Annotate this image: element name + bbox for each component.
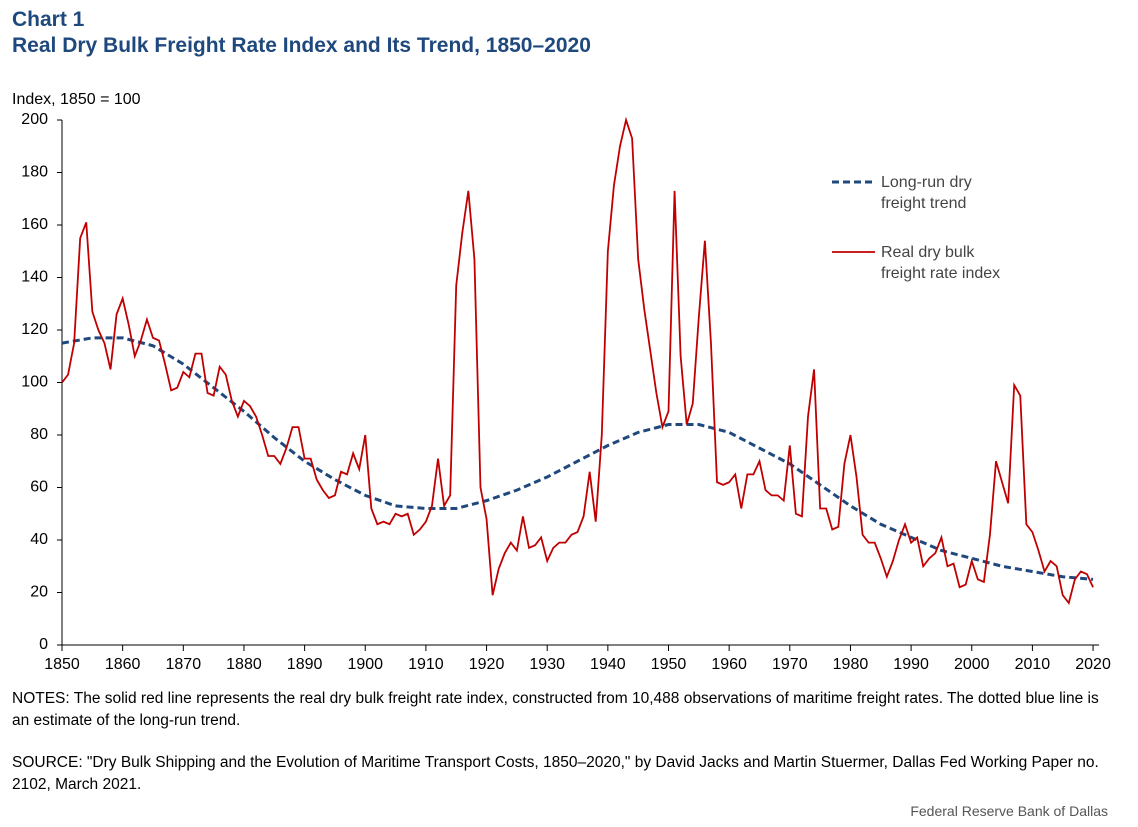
x-tick-label: 1980 xyxy=(833,656,869,673)
x-tick-label: 1890 xyxy=(287,656,323,673)
notes: NOTES: The solid red line represents the… xyxy=(12,690,1099,729)
chart-title: Chart 1 xyxy=(12,8,85,31)
legend-label: Real dry bulk freight rate index xyxy=(881,244,1001,282)
x-tick-label: 1850 xyxy=(44,656,80,673)
x-tick-label: 1870 xyxy=(166,656,202,673)
x-tick-label: 2010 xyxy=(1015,656,1051,673)
legend-label: Long-run dry freight trend xyxy=(881,174,972,212)
y-tick-label: 200 xyxy=(21,111,48,128)
x-tick-label: 1950 xyxy=(651,656,687,673)
x-tick-label: 1880 xyxy=(226,656,262,673)
y-tick-label: 60 xyxy=(30,479,48,496)
chart: Index, 1850 = 100 0 20 40 60 80 100 120 140 160 1… xyxy=(12,91,1111,673)
x-tick-label: 1910 xyxy=(408,656,444,673)
x-tick-label: 1940 xyxy=(590,656,626,673)
x-tick-label: 1920 xyxy=(469,656,505,673)
y-tick-label: 120 xyxy=(21,321,48,338)
x-tick-label: 1960 xyxy=(711,656,747,673)
x-tick-label: 2000 xyxy=(954,656,990,673)
line-series xyxy=(61,116,1094,606)
y-tick-label: 180 xyxy=(21,164,48,181)
y-axis-label: Index, 1850 = 100 xyxy=(12,91,141,108)
y-tick-label: 40 xyxy=(30,531,48,548)
x-tick-label: 1860 xyxy=(105,656,141,673)
line-series xyxy=(61,336,1094,581)
y-tick-label: 20 xyxy=(30,584,48,601)
y-tick-label: 100 xyxy=(21,374,48,391)
x-tick-label: 1930 xyxy=(529,656,565,673)
chart-subtitle: Real Dry Bulk Freight Rate Index and Its… xyxy=(12,34,591,57)
x-tick-label: 1970 xyxy=(772,656,808,673)
y-tick-label: 140 xyxy=(21,269,48,286)
x-tick-label: 1990 xyxy=(893,656,929,673)
x-tick-label: 2020 xyxy=(1075,656,1111,673)
y-tick-label: 160 xyxy=(21,216,48,233)
x-tick-label: 1900 xyxy=(347,656,383,673)
y-tick-label: 80 xyxy=(30,426,48,443)
y-tick-label: 0 xyxy=(39,636,48,653)
credit: Federal Reserve Bank of Dallas xyxy=(910,803,1108,819)
source: SOURCE: "Dry Bulk Shipping and the Evolu… xyxy=(12,754,1099,793)
